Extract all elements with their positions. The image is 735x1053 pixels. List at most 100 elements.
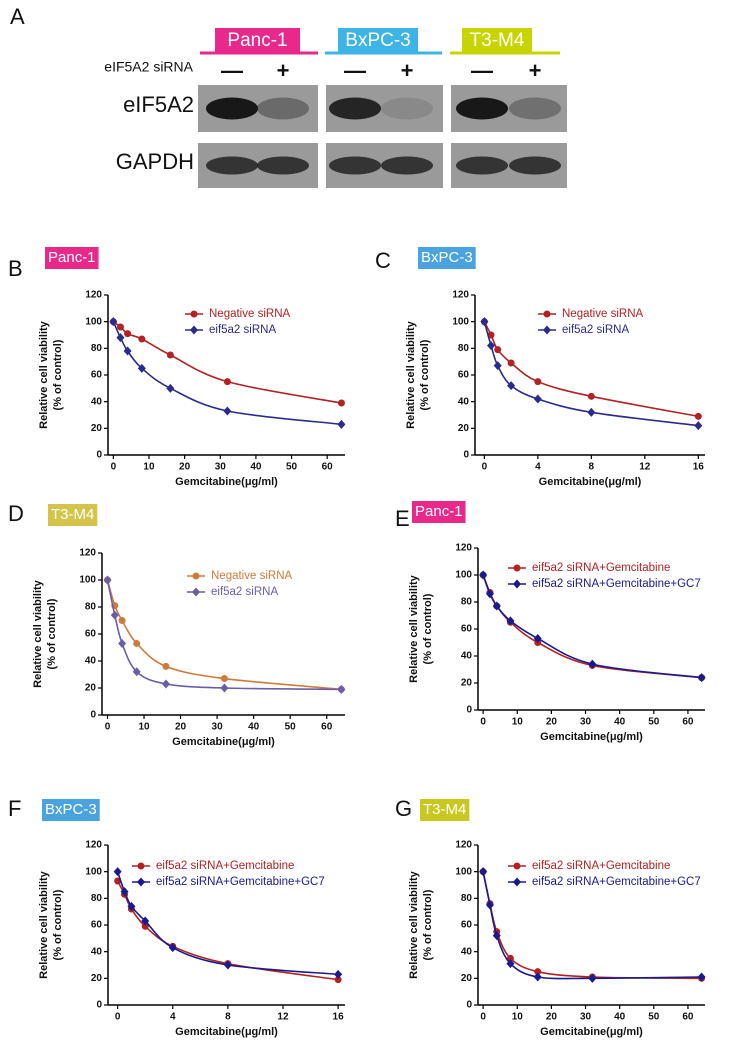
- x-tick-label: 30: [580, 717, 592, 728]
- y-tick-label: 120: [455, 543, 472, 554]
- panel-letter: C: [375, 248, 391, 273]
- marker: [697, 972, 706, 982]
- marker: [120, 887, 129, 897]
- marker: [337, 419, 346, 429]
- x-tick-label: 40: [250, 462, 262, 473]
- cell-line-tag: [338, 28, 418, 52]
- blot-band: [509, 97, 561, 120]
- marker: [141, 922, 149, 930]
- y-axis-label: (% of control): [422, 889, 434, 960]
- y-tick-label: 80: [91, 343, 103, 354]
- y-axis-label: Relative cell viability: [38, 320, 50, 428]
- marker: [118, 617, 126, 624]
- cell-line-name: T3-M4: [423, 801, 466, 818]
- marker: [494, 346, 502, 354]
- marker: [168, 943, 177, 953]
- marker: [533, 633, 542, 643]
- y-tick-label: 0: [463, 450, 469, 461]
- cell-line-tag: [420, 799, 470, 821]
- y-tick-label: 40: [91, 396, 103, 407]
- legend-marker: [192, 587, 200, 597]
- marker: [220, 683, 229, 693]
- marker: [113, 867, 122, 877]
- blot-band: [381, 97, 433, 120]
- y-tick-label: 100: [79, 575, 96, 586]
- marker: [506, 954, 514, 962]
- y-axis-label: Relative cell viability: [408, 870, 420, 978]
- y-tick-label: 60: [458, 370, 470, 381]
- y-tick-label: 60: [91, 370, 103, 381]
- legend-marker: [543, 325, 551, 335]
- cell-line-tag: [48, 504, 98, 526]
- y-tick-label: 120: [452, 290, 469, 301]
- cell-line-name: Panc-1: [415, 503, 463, 520]
- legend-label: eif5a2 siRNA+Gemcitabine: [532, 562, 670, 574]
- x-tick-label: 60: [682, 1012, 694, 1023]
- legend-label: Negative siRNA: [562, 308, 643, 320]
- cell-line-tag: [412, 501, 466, 523]
- marker: [110, 610, 119, 620]
- panel-letter: A: [10, 4, 25, 29]
- y-axis-label: (% of control): [52, 339, 64, 410]
- x-tick-label: 8: [225, 1012, 231, 1023]
- y-tick-label: 60: [461, 624, 473, 635]
- legend-marker: [137, 877, 145, 887]
- y-tick-label: 100: [85, 866, 102, 877]
- legend-marker: [190, 325, 198, 335]
- y-tick-label: 120: [85, 840, 102, 851]
- x-tick-label: 20: [175, 722, 187, 733]
- y-axis-label: (% of control): [419, 339, 431, 410]
- y-tick-label: 100: [452, 316, 469, 327]
- sirna-label: eIF5A2 siRNA: [104, 59, 193, 75]
- marker: [587, 392, 595, 400]
- x-tick-label: 10: [512, 717, 524, 728]
- marker: [103, 575, 112, 585]
- legend-marker: [190, 310, 198, 318]
- marker: [118, 638, 127, 648]
- cell-line-name: BxPC-3: [45, 801, 97, 818]
- marker: [166, 351, 174, 359]
- marker: [507, 359, 515, 367]
- marker: [588, 659, 597, 669]
- legend-label: eif5a2 siRNA+Gemcitabine+GC7: [532, 578, 701, 590]
- legend-marker: [513, 877, 521, 887]
- marker: [334, 969, 343, 979]
- panel-letter: D: [8, 501, 24, 526]
- blot-band: [206, 97, 258, 120]
- x-tick-label: 0: [111, 462, 117, 473]
- blot-band: [509, 156, 561, 175]
- y-tick-label: 20: [85, 683, 97, 694]
- marker: [162, 662, 170, 670]
- y-tick-label: 20: [91, 973, 103, 984]
- blot-row-label: GAPDH: [116, 149, 194, 174]
- y-axis-label: Relative cell viability: [405, 320, 417, 428]
- y-tick-label: 0: [96, 1000, 102, 1011]
- x-tick-label: 60: [682, 717, 694, 728]
- x-tick-label: 50: [286, 462, 298, 473]
- y-tick-label: 80: [461, 893, 473, 904]
- marker: [485, 900, 494, 910]
- y-tick-label: 60: [85, 629, 97, 640]
- marker: [507, 381, 516, 391]
- x-tick-label: 40: [614, 1012, 626, 1023]
- marker: [109, 317, 118, 327]
- marker: [220, 675, 228, 683]
- marker: [116, 323, 124, 331]
- marker: [127, 901, 136, 911]
- legend-marker: [513, 862, 521, 870]
- y-tick-label: 40: [461, 946, 473, 957]
- x-axis-label: Gemcitabine(μg/ml): [172, 736, 275, 748]
- x-tick-label: 60: [322, 462, 334, 473]
- marker: [480, 317, 489, 327]
- legend-label: eif5a2 siRNA: [562, 324, 629, 336]
- blot-band: [456, 156, 508, 175]
- x-tick-label: 16: [333, 1012, 345, 1023]
- marker: [492, 601, 501, 611]
- cell-line-name: BxPC-3: [421, 249, 473, 266]
- y-tick-label: 40: [91, 946, 103, 957]
- x-tick-label: 50: [648, 717, 660, 728]
- y-tick-label: 60: [91, 920, 103, 931]
- blot-band: [381, 156, 433, 175]
- x-tick-label: 20: [179, 462, 191, 473]
- legend-marker: [192, 572, 200, 580]
